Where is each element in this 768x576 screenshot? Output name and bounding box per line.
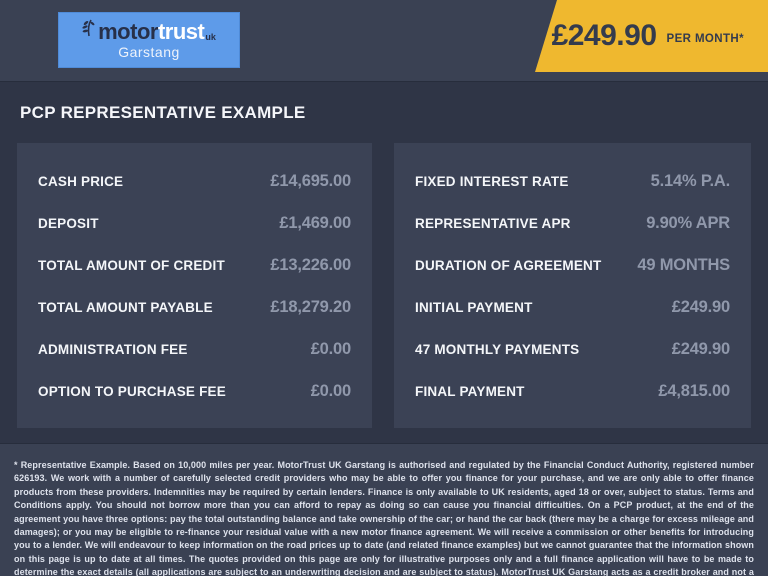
leaf-icon bbox=[82, 19, 96, 41]
table-row-total-payable: TOTAL AMOUNT PAYABLE £18,279.20 bbox=[17, 286, 372, 328]
logo-location: Garstang bbox=[118, 43, 180, 60]
row-label: CASH PRICE bbox=[38, 173, 124, 189]
row-label: FIXED INTEREST RATE bbox=[415, 173, 569, 189]
row-value: £1,469.00 bbox=[279, 213, 351, 232]
row-value: 5.14% P.A. bbox=[650, 171, 731, 190]
table-row-apr: REPRESENTATIVE APR 9.90% APR bbox=[394, 202, 751, 244]
finance-panel-left: CASH PRICE £14,695.00 DEPOSIT £1,469.00 … bbox=[17, 143, 372, 428]
logo-text-motor: motor bbox=[98, 18, 158, 44]
row-value: £14,695.00 bbox=[270, 171, 351, 190]
row-value: £13,226.00 bbox=[270, 255, 351, 274]
table-row-monthly-payments: 47 MONTHLY PAYMENTS £249.90 bbox=[394, 328, 751, 370]
row-label: INITIAL PAYMENT bbox=[415, 299, 533, 315]
table-row-initial-payment: INITIAL PAYMENT £249.90 bbox=[394, 286, 751, 328]
row-value: £4,815.00 bbox=[658, 381, 730, 400]
footer: * Representative Example. Based on 10,00… bbox=[0, 443, 768, 576]
table-row-deposit: DEPOSIT £1,469.00 bbox=[17, 202, 372, 244]
row-label: 47 MONTHLY PAYMENTS bbox=[415, 341, 580, 357]
logo-text-trust: trust bbox=[157, 18, 205, 44]
logo-text-uk: uk bbox=[205, 31, 216, 42]
row-value: £249.90 bbox=[671, 339, 730, 358]
row-value: £18,279.20 bbox=[270, 297, 351, 316]
row-value: 9.90% APR bbox=[646, 213, 730, 232]
table-row-option-fee: OPTION TO PURCHASE FEE £0.00 bbox=[17, 370, 372, 412]
row-value: £249.90 bbox=[671, 297, 730, 316]
row-label: DURATION OF AGREEMENT bbox=[415, 257, 602, 273]
logo-wordmark: motor trust uk bbox=[82, 18, 216, 44]
monthly-price-period: PER MONTH* bbox=[666, 33, 744, 45]
table-row-total-credit: TOTAL AMOUNT OF CREDIT £13,226.00 bbox=[17, 244, 372, 286]
row-label: OPTION TO PURCHASE FEE bbox=[38, 383, 226, 399]
row-value: £0.00 bbox=[310, 381, 351, 400]
finance-panel-right: FIXED INTEREST RATE 5.14% P.A. REPRESENT… bbox=[394, 143, 751, 428]
row-value: 49 MONTHS bbox=[637, 255, 730, 274]
page-title: PCP REPRESENTATIVE EXAMPLE bbox=[20, 103, 306, 122]
row-label: ADMINISTRATION FEE bbox=[38, 341, 188, 357]
row-label: FINAL PAYMENT bbox=[415, 383, 525, 399]
header: motor trust uk Garstang £249.90 PER MONT… bbox=[0, 0, 768, 82]
dealer-logo[interactable]: motor trust uk Garstang bbox=[58, 12, 240, 68]
row-value: £0.00 bbox=[310, 339, 351, 358]
row-label: TOTAL AMOUNT OF CREDIT bbox=[38, 257, 225, 273]
table-row-interest-rate: FIXED INTEREST RATE 5.14% P.A. bbox=[394, 160, 751, 202]
table-row-duration: DURATION OF AGREEMENT 49 MONTHS bbox=[394, 244, 751, 286]
legal-disclaimer: * Representative Example. Based on 10,00… bbox=[14, 460, 754, 576]
monthly-price-banner: £249.90 PER MONTH* bbox=[535, 0, 768, 72]
row-label: DEPOSIT bbox=[38, 215, 99, 231]
table-row-final-payment: FINAL PAYMENT £4,815.00 bbox=[394, 370, 751, 412]
row-label: REPRESENTATIVE APR bbox=[415, 215, 571, 231]
table-row-cash-price: CASH PRICE £14,695.00 bbox=[17, 160, 372, 202]
row-label: TOTAL AMOUNT PAYABLE bbox=[38, 299, 213, 315]
monthly-price-amount: £249.90 bbox=[551, 19, 657, 52]
table-row-admin-fee: ADMINISTRATION FEE £0.00 bbox=[17, 328, 372, 370]
